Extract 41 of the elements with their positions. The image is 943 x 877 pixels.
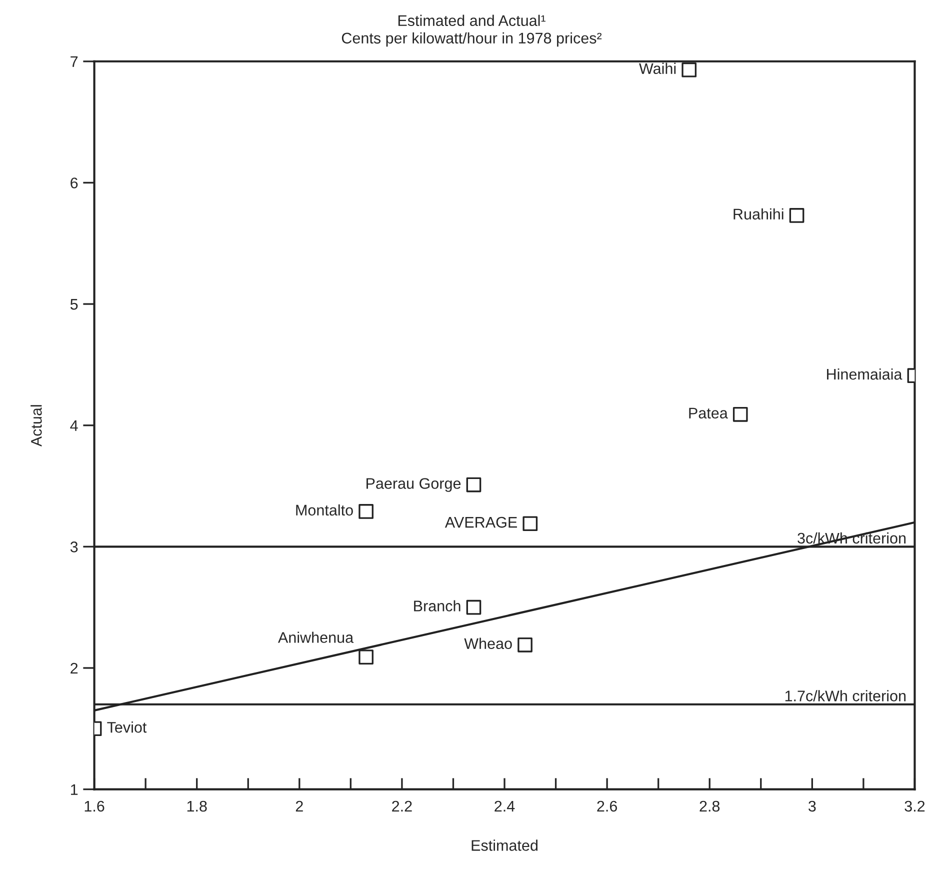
x-tick-label: 2.4: [494, 800, 515, 812]
x-tick-label: 1.6: [84, 800, 104, 812]
y-tick-label: 6: [70, 178, 78, 188]
ref-line-label: 1.7c/kWh criterion: [785, 690, 906, 702]
point: [358, 504, 374, 519]
y-tick-label: 5: [70, 299, 78, 310]
x-tick-label: 3.2: [904, 800, 925, 812]
x-tick-label: 2.6: [597, 800, 618, 812]
point: [466, 600, 482, 615]
y-axis-title: Actual: [30, 405, 42, 447]
annotation: Branch: [414, 600, 460, 612]
annotation: Patea: [689, 408, 728, 419]
annotation: Hinemaiaia: [827, 368, 902, 380]
point: [466, 477, 482, 492]
annotation: Waihi: [639, 62, 676, 74]
y-tick-label: 4: [70, 420, 78, 431]
annotation: Aniwhenua: [278, 632, 354, 643]
y-tick-label: 2: [70, 662, 78, 674]
x-tick-label: 2.8: [700, 800, 720, 812]
x-tick-label: 1.8: [187, 800, 207, 812]
y-tick-label: 3: [70, 542, 78, 552]
x-tick-label: 2.2: [392, 800, 412, 812]
point: [682, 62, 697, 78]
x-tick-label: 2: [296, 800, 303, 812]
annotation: Teviot: [107, 722, 147, 733]
x-axis-title: Estimated: [472, 840, 538, 851]
chart-subtitle: Cents per kilowatt/hour in 1978 prices²: [342, 32, 602, 47]
point: [522, 516, 538, 532]
annotation: AVERAGE: [444, 516, 517, 528]
annotation: Ruahihi: [734, 208, 784, 220]
y-tick-label: 1: [70, 784, 78, 795]
point: [732, 407, 748, 422]
point: [789, 208, 804, 223]
annotation: Paerau Gorge: [366, 478, 461, 492]
point: [358, 650, 374, 664]
x-tick-label: 3: [808, 800, 816, 812]
annotation: Wheao: [464, 638, 512, 650]
y-tick-label: 7: [70, 56, 78, 67]
annotation: Montalto: [296, 504, 353, 516]
point: [518, 638, 532, 652]
chart-title: Estimated and Actual¹: [398, 14, 546, 26]
